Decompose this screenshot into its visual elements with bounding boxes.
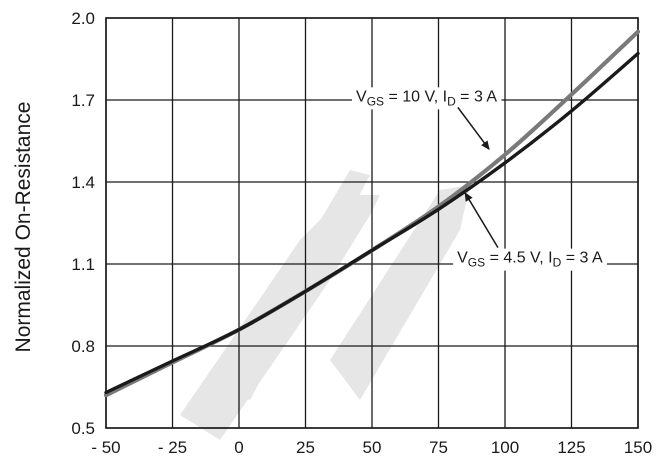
y-tick-label: 2.0 [71, 9, 95, 28]
x-tick-label: 125 [557, 438, 585, 457]
x-tick-label: 150 [624, 438, 652, 457]
annotation-label-0: VGS = 10 V, ID = 3 A [356, 88, 497, 108]
x-tick-label: - 25 [158, 438, 187, 457]
y-tick-label: 1.7 [71, 91, 95, 110]
y-tick-label: 0.5 [71, 419, 95, 438]
x-tick-label: 50 [363, 438, 382, 457]
series-line-1 [104, 51, 640, 395]
series-group [103, 29, 641, 398]
x-tick-label: 75 [429, 438, 448, 457]
annotation-arrow-0 [457, 106, 490, 151]
x-tick-label: 100 [491, 438, 519, 457]
annotation-bg-0 [352, 87, 502, 110]
y-tick-labels: 0.5 0.8 1.1 1.4 1.7 2.0 [71, 9, 95, 438]
watermark-logo [180, 170, 470, 440]
x-tick-label: 0 [234, 438, 243, 457]
watermark-shape-2 [220, 170, 370, 400]
x-tick-label: - 50 [91, 438, 120, 457]
y-tick-label: 1.4 [71, 173, 95, 192]
annotation-bg-1 [453, 248, 607, 271]
x-tick-labels: - 50 - 25 0 25 50 75 100 125 150 [91, 438, 652, 457]
y-tick-label: 0.8 [71, 337, 95, 356]
y-axis-label: Normalized On-Resistance [12, 102, 35, 353]
plot-frame [105, 17, 639, 429]
y-tick-label: 1.1 [71, 255, 95, 274]
grid [105, 17, 639, 429]
x-tick-label: 25 [296, 438, 315, 457]
annotation-label-1: VGS = 4.5 V, ID = 3 A [457, 250, 603, 270]
annotation-arrow-1 [464, 192, 499, 249]
annotations: VGS = 10 V, ID = 3 A VGS = 4.5 V, ID = 3 … [352, 87, 607, 271]
